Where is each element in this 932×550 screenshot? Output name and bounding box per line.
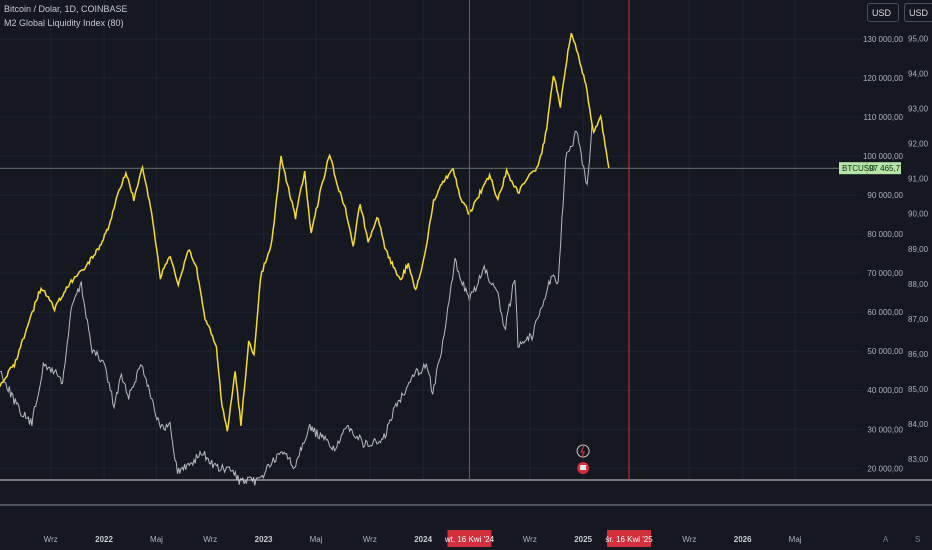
m2-axis-tick: 93,00	[908, 105, 929, 114]
m2-axis-tick: 86,00	[908, 350, 929, 359]
m2-axis-tick: 94,00	[908, 70, 929, 79]
x-axis-tick: 2024	[414, 535, 432, 544]
m2-axis-tick: 85,00	[908, 385, 929, 394]
grid-layer	[0, 0, 862, 480]
x-axis-tick: Maj	[789, 535, 802, 544]
x-axis-tick: Wrz	[682, 535, 696, 544]
btc-axis-tick: 100 000,00	[863, 152, 904, 161]
settings-icon[interactable]: S	[915, 535, 921, 544]
btc-axis-tick: 40 000,00	[867, 386, 903, 395]
btc-axis-tick: 60 000,00	[867, 308, 903, 317]
btc-axis-tick: 70 000,00	[867, 269, 903, 278]
m2-axis-tick: 89,00	[908, 245, 929, 254]
date-marker-text: wt. 16 Kwi '24	[444, 535, 495, 544]
btc-axis-tick: 20 000,00	[867, 464, 903, 473]
date-marker-label: wt. 16 Kwi '24	[444, 530, 495, 547]
m2-axis-tick: 91,00	[908, 175, 929, 184]
x-axis-tick: 2026	[734, 535, 752, 544]
date-marker-bg	[607, 530, 652, 547]
x-axis-tick: Wrz	[523, 535, 537, 544]
m2-axis-tick: 95,00	[908, 35, 929, 44]
btc-axis-tick: 30 000,00	[867, 425, 903, 434]
price-tag-value: 97 465,77	[869, 164, 905, 173]
m2-axis-tick: 92,00	[908, 140, 929, 149]
btc-axis-tick: 130 000,00	[863, 35, 904, 44]
x-axis-tick: 2023	[255, 535, 273, 544]
legend-symbol[interactable]: Bitcoin / Dolar, 1D, COINBASE	[4, 4, 128, 14]
date-marker-label: śr. 16 Kwi '25	[605, 530, 653, 547]
legend-indicator[interactable]: M2 Global Liquidity Index (80)	[4, 18, 124, 28]
event-lightning-icon[interactable]	[576, 444, 590, 458]
btc-axis-tick: 120 000,00	[863, 74, 904, 83]
btc-axis-tick: 110 000,00	[864, 113, 904, 122]
m2-liquidity-line	[0, 32, 610, 432]
date-marker-text: śr. 16 Kwi '25	[605, 535, 653, 544]
x-axis-tick: 2025	[574, 535, 592, 544]
auto-scale-icon[interactable]: A	[883, 535, 889, 544]
x-axis-tick: Maj	[150, 535, 163, 544]
price-tag-symbol: BTCUSD	[842, 164, 875, 173]
x-axis-tick: Maj	[310, 535, 323, 544]
axis-layer: 20 000,00 30 000,00 40 000,00 50 000,00 60 0…	[44, 35, 929, 544]
series-layer	[0, 32, 610, 486]
x-axis-tick: Wrz	[363, 535, 377, 544]
m2-axis-tick: 87,00	[908, 315, 929, 324]
x-axis-tick: Wrz	[44, 535, 58, 544]
btc-axis-tick: 90 000,00	[867, 191, 903, 200]
price-tag-bg	[839, 162, 901, 175]
btc-price-line	[0, 124, 593, 486]
x-axis-tick: Wrz	[203, 535, 217, 544]
m2-axis-tick: 90,00	[908, 210, 929, 219]
date-marker-bg	[447, 530, 492, 547]
btc-axis-tick: 50 000,00	[867, 347, 903, 356]
m2-axis-tick: 84,00	[908, 420, 929, 429]
x-axis-tick: 2022	[95, 535, 113, 544]
event-earnings-icon[interactable]	[577, 462, 590, 474]
m2-axis-tick: 88,00	[908, 280, 929, 289]
currency-button-right[interactable]: USD	[904, 3, 932, 22]
btc-axis-tick: 80 000,00	[867, 230, 903, 239]
currency-button-left[interactable]: USD	[867, 3, 899, 22]
m2-axis-tick: 83,00	[908, 455, 929, 464]
